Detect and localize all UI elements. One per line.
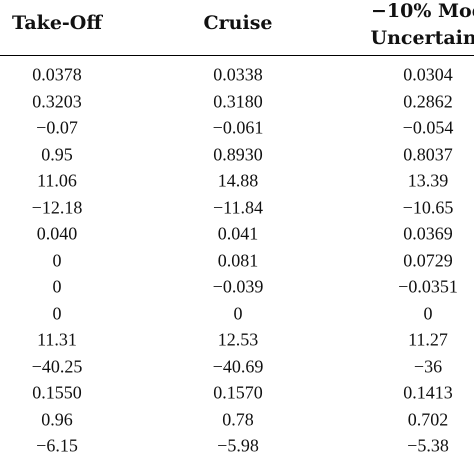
table-cell: 12.53 bbox=[217, 329, 259, 350]
column-header: −10% Mod bbox=[370, 0, 474, 22]
table-cell: 0.0338 bbox=[213, 64, 263, 85]
table-cell: 0.041 bbox=[217, 223, 259, 244]
table-cell: 11.31 bbox=[37, 329, 77, 350]
table-cell: −5.98 bbox=[217, 435, 259, 456]
table-cell: 0.0304 bbox=[403, 64, 453, 85]
table-cell: −10.65 bbox=[402, 197, 454, 217]
table-cell: −11.84 bbox=[213, 197, 263, 217]
table-cell: −40.69 bbox=[212, 356, 264, 376]
table-cell: −0.061 bbox=[212, 117, 264, 138]
table-cell: 0.0369 bbox=[403, 223, 453, 244]
column-header: Uncertaint bbox=[370, 27, 474, 49]
table-cell: 0.040 bbox=[36, 223, 78, 244]
table-cell: −6.15 bbox=[36, 435, 78, 456]
table-cell: 0.1550 bbox=[32, 382, 82, 403]
table-cell: 0.3203 bbox=[32, 91, 82, 111]
table-cell: 0.081 bbox=[217, 250, 259, 270]
table-cell: 14.88 bbox=[217, 170, 259, 191]
table-cell: 0.1413 bbox=[403, 382, 453, 403]
table-cell: 0.1570 bbox=[213, 382, 263, 403]
table-cell: 0 bbox=[52, 303, 62, 323]
table-cell: 0 bbox=[423, 303, 433, 323]
header-rule bbox=[0, 55, 474, 56]
table-cell: 0.96 bbox=[41, 409, 73, 429]
table-cell: 0.2862 bbox=[403, 91, 453, 111]
table-cell: 11.27 bbox=[408, 329, 448, 350]
table-cell: 0.702 bbox=[407, 409, 449, 429]
table-cell: −5.38 bbox=[407, 435, 449, 456]
column-header: Cruise bbox=[203, 12, 273, 34]
table-cell: 0.8930 bbox=[213, 144, 263, 164]
table-cell: 0 bbox=[52, 250, 62, 270]
table-cell: −0.0351 bbox=[398, 276, 458, 297]
column-header: Take-Off bbox=[12, 12, 102, 34]
table-cell: 0.8037 bbox=[403, 144, 453, 164]
table-cell: −12.18 bbox=[31, 197, 83, 217]
table-cell: 13.39 bbox=[407, 170, 449, 191]
table-cell: 0.0378 bbox=[32, 64, 82, 85]
table-cell: 0 bbox=[233, 303, 243, 323]
table-cell: 0 bbox=[52, 276, 62, 297]
table-cell: −36 bbox=[413, 356, 443, 376]
table-cell: 0.95 bbox=[41, 144, 73, 164]
table-cell: −40.25 bbox=[31, 356, 83, 376]
table-cell: 11.06 bbox=[37, 170, 77, 191]
table-cell: −0.054 bbox=[402, 117, 454, 138]
table-cell: 0.0729 bbox=[403, 250, 453, 270]
table-cell: −0.07 bbox=[36, 117, 78, 138]
table-cell: 0.78 bbox=[222, 409, 254, 429]
table-cell: −0.039 bbox=[212, 276, 264, 297]
table-cell: 0.3180 bbox=[213, 91, 263, 111]
